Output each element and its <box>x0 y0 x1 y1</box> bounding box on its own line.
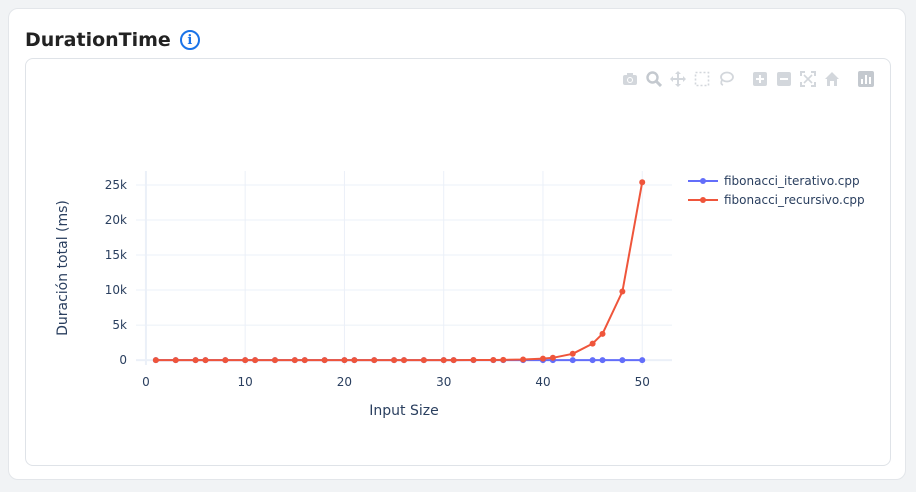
data-point <box>490 356 497 363</box>
data-point <box>639 357 646 364</box>
data-point <box>202 357 209 364</box>
data-point <box>599 330 606 337</box>
autoscale-icon[interactable] <box>798 69 818 89</box>
data-point <box>619 357 626 364</box>
series-line <box>155 182 644 362</box>
data-point <box>291 357 298 364</box>
data-point <box>450 357 457 364</box>
y-axis-title: Duración total (ms) <box>55 200 71 336</box>
y-tick-label: 15k <box>105 248 127 262</box>
data-point <box>351 357 358 364</box>
data-point <box>440 357 447 364</box>
data-point <box>500 356 507 363</box>
zoom-out-icon[interactable] <box>774 69 794 89</box>
chart-panel: 0 10 20 30 40 50 0 5k 10k 15k 20k 25k Input Size Dura… <box>25 58 891 466</box>
x-tick-label: 0 <box>142 375 150 389</box>
info-glyph: i <box>187 32 193 48</box>
data-point <box>301 357 308 364</box>
y-tick-label: 5k <box>112 318 127 332</box>
reset-axes-icon[interactable] <box>822 69 842 89</box>
data-point <box>391 357 398 364</box>
modebar <box>616 69 876 89</box>
pan-icon[interactable] <box>668 69 688 89</box>
x-tick-label: 50 <box>635 375 650 389</box>
data-point <box>172 357 179 364</box>
series-2 <box>152 179 646 364</box>
data-point <box>252 357 259 364</box>
x-tick-label: 40 <box>535 375 550 389</box>
data-point <box>539 355 546 362</box>
card-header: DurationTime i <box>25 27 200 53</box>
data-point <box>470 357 477 364</box>
x-tick-label: 20 <box>337 375 352 389</box>
x-axis-title: Input Size <box>369 403 438 419</box>
legend-item: fibonacci_iterativo.cpp <box>688 174 860 188</box>
duration-chart: 0 10 20 30 40 50 0 5k 10k 15k 20k 25k Input Size Dura… <box>55 171 865 419</box>
legend-label: fibonacci_iterativo.cpp <box>724 174 860 188</box>
data-point <box>271 357 278 364</box>
x-tick-label: 10 <box>238 375 253 389</box>
zoom-in-icon[interactable] <box>750 69 770 89</box>
y-tick-label: 0 <box>119 353 127 367</box>
data-point <box>599 357 606 364</box>
data-point <box>569 357 576 364</box>
data-point <box>242 357 249 364</box>
lasso-icon[interactable] <box>716 69 736 89</box>
x-tick-label: 30 <box>436 375 451 389</box>
data-point <box>639 179 646 186</box>
data-point <box>222 357 229 364</box>
data-point <box>341 357 348 364</box>
card-title: DurationTime <box>25 29 171 51</box>
data-point <box>549 354 556 361</box>
data-point <box>569 350 576 357</box>
box-select-icon[interactable] <box>692 69 712 89</box>
duration-card: DurationTime i 0 10 20 30 40 50 0 5k 10k 15k 20k 25… <box>8 8 906 480</box>
camera-icon[interactable] <box>620 69 640 89</box>
data-point <box>152 357 159 364</box>
legend-item: fibonacci_recursivo.cpp <box>688 193 865 207</box>
data-point <box>619 288 626 295</box>
data-point <box>192 357 199 364</box>
y-tick-label: 25k <box>105 178 127 192</box>
data-point <box>321 357 328 364</box>
data-point <box>420 357 427 364</box>
legend-swatch-marker <box>700 197 706 203</box>
legend-label: fibonacci_recursivo.cpp <box>724 193 865 207</box>
zoom-icon[interactable] <box>644 69 664 89</box>
data-point <box>401 357 407 364</box>
plotly-logo-icon[interactable] <box>856 69 876 89</box>
legend-swatch-marker <box>700 178 706 184</box>
y-tick-label: 10k <box>105 283 127 297</box>
data-point <box>589 357 596 364</box>
info-icon[interactable]: i <box>179 30 200 50</box>
data-point <box>520 356 527 363</box>
y-tick-label: 20k <box>105 213 127 227</box>
data-point <box>589 340 596 347</box>
data-point <box>371 357 378 364</box>
